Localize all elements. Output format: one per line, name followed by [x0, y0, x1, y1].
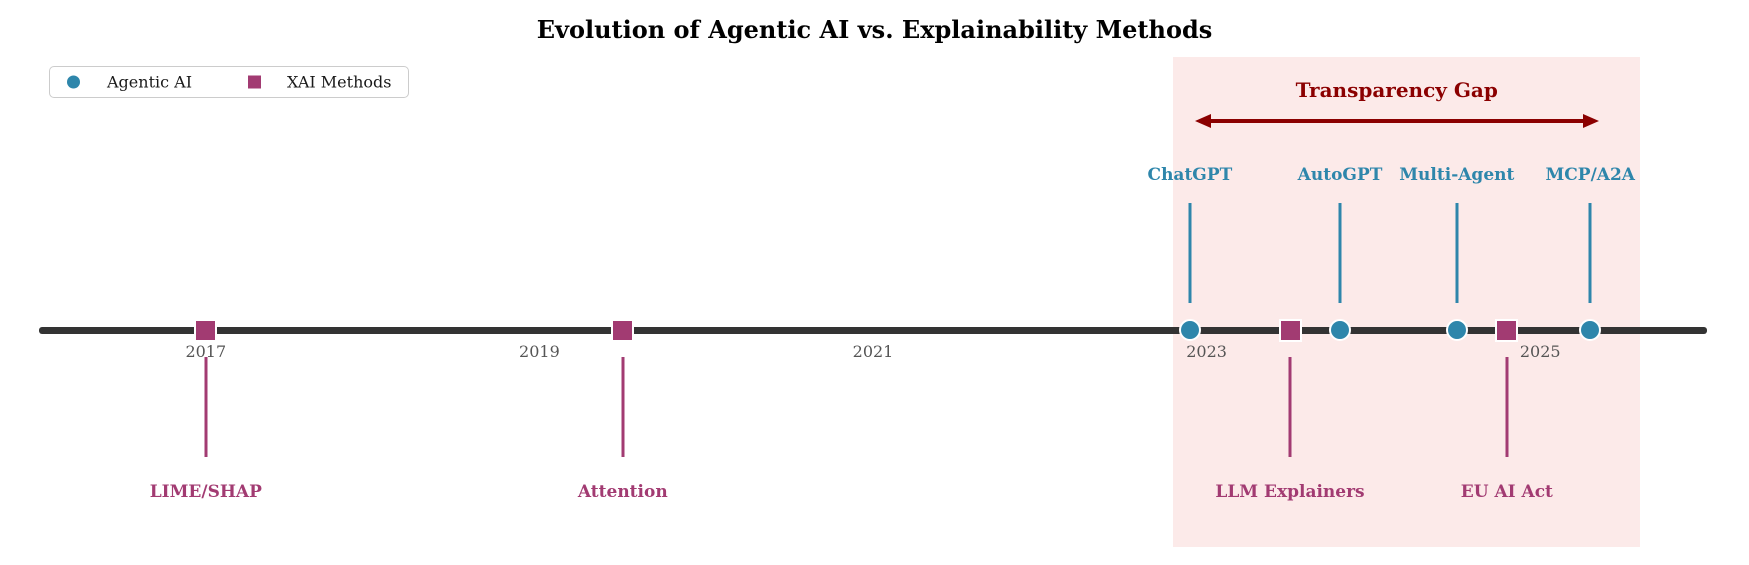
tick-label-2017: 2017 [185, 342, 227, 361]
transparency-gap-region [1173, 57, 1641, 547]
event-stem-chatgpt [1188, 203, 1192, 303]
tick-label-2019: 2019 [519, 342, 560, 361]
tick-label-2025: 2025 [1519, 342, 1561, 361]
event-label-multi-agent: Multi-Agent [1399, 165, 1515, 185]
event-label-eu-ai-act: EU AI Act [1460, 482, 1553, 502]
event-stem-mcp-a2a [1588, 203, 1592, 303]
event-label-chatgpt: ChatGPT [1147, 165, 1233, 185]
legend-label-agentic-ai: Agentic AI [107, 72, 193, 92]
transparency-gap-arrow [1194, 114, 1599, 128]
agentic-ai-circle-icon [67, 75, 80, 89]
event-label-attention: Attention [577, 482, 668, 502]
event-marker-mcp-a2a-circle-icon [1579, 319, 1602, 341]
xai-methods-square-icon [248, 75, 261, 89]
event-label-llm-explainers: LLM Explainers [1215, 482, 1365, 502]
timeline-axis [39, 327, 1707, 334]
legend: Agentic AI XAI Methods [49, 66, 409, 98]
arrowhead-right-icon [1582, 114, 1599, 128]
event-stem-lime-shap [204, 357, 208, 457]
event-marker-attention-square-icon [611, 318, 635, 342]
event-marker-eu-ai-act-square-icon [1495, 318, 1519, 342]
legend-label-xai-methods: XAI Methods [287, 72, 392, 92]
event-label-mcp-a2a: MCP/A2A [1545, 165, 1636, 185]
event-stem-attention [621, 357, 625, 457]
event-marker-lime-shap-square-icon [194, 318, 218, 342]
event-marker-llm-explainers-square-icon [1278, 318, 1302, 342]
arrow-shaft [1203, 119, 1590, 123]
transparency-gap-label: Transparency Gap [1295, 78, 1498, 102]
event-marker-multi-agent-circle-icon [1445, 319, 1468, 341]
chart-title: Evolution of Agentic AI vs. Explainabili… [536, 15, 1213, 44]
event-label-autogpt: AutoGPT [1297, 165, 1383, 185]
event-stem-multi-agent [1455, 203, 1459, 303]
event-stem-llm-explainers [1288, 357, 1292, 457]
tick-label-2021: 2021 [852, 342, 894, 361]
event-label-lime-shap: LIME/SHAP [149, 482, 262, 502]
event-stem-eu-ai-act [1505, 357, 1509, 457]
event-marker-chatgpt-circle-icon [1178, 319, 1201, 341]
event-marker-autogpt-circle-icon [1329, 319, 1352, 341]
event-stem-autogpt [1338, 203, 1342, 303]
arrowhead-left-icon [1194, 114, 1211, 128]
tick-label-2023: 2023 [1186, 342, 1227, 361]
